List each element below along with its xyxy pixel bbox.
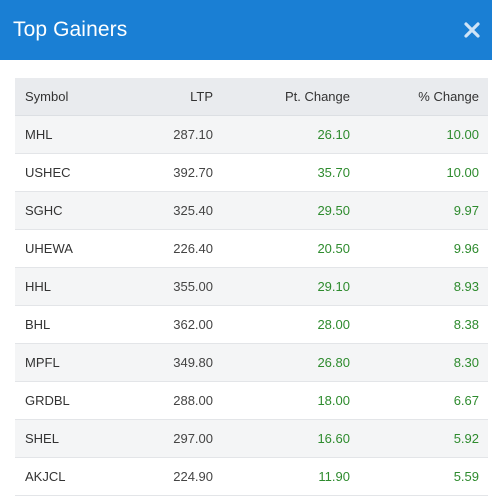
modal-header: Top Gainers (0, 0, 492, 60)
cell-pt-change: 29.10 (317, 278, 350, 294)
cell-ltp: 392.70 (173, 164, 213, 180)
cell-pct-change: 6.67 (453, 392, 479, 408)
cell-pt-change: 20.50 (317, 240, 350, 256)
cell-pt-change: 18.00 (317, 392, 350, 408)
cell-ltp: 362.00 (173, 316, 213, 332)
cell-pt-change: 26.80 (317, 354, 350, 370)
cell-ltp: 355.00 (173, 278, 213, 294)
cell-symbol[interactable]: MPFL (25, 354, 60, 370)
table-row[interactable]: GRDBL 288.00 18.00 6.67 (15, 381, 488, 419)
cell-symbol[interactable]: USHEC (25, 164, 71, 180)
table-row[interactable]: USHEC 392.70 35.70 10.00 (15, 153, 488, 191)
table-row[interactable]: MHL 287.10 26.10 10.00 (15, 115, 488, 153)
table-row[interactable]: UHEWA 226.40 20.50 9.96 (15, 229, 488, 267)
cell-symbol[interactable]: AKJCL (25, 468, 66, 484)
cell-pct-change: 8.30 (453, 354, 479, 370)
cell-pt-change: 26.10 (317, 126, 350, 142)
cell-pt-change: 35.70 (317, 164, 350, 180)
cell-pt-change: 28.00 (317, 316, 350, 332)
cell-pt-change: 11.90 (318, 468, 350, 484)
cell-ltp: 349.80 (173, 354, 213, 370)
cell-ltp: 325.40 (173, 202, 213, 218)
cell-pct-change: 10.00 (446, 164, 479, 180)
cell-pt-change: 29.50 (317, 202, 350, 218)
table-row[interactable]: BHL 362.00 28.00 8.38 (15, 305, 488, 343)
cell-symbol[interactable]: UHEWA (25, 240, 73, 256)
cell-pct-change: 8.38 (453, 316, 479, 332)
cell-pct-change: 9.96 (453, 240, 479, 256)
column-header-ltp[interactable]: LTP (125, 78, 213, 116)
close-icon (464, 22, 480, 38)
table-row[interactable]: HHL 355.00 29.10 8.93 (15, 267, 488, 305)
cell-symbol[interactable]: SGHC (25, 202, 63, 218)
cell-pct-change: 8.93 (453, 278, 479, 294)
gainers-table-container: Symbol LTP Pt. Change % Change MHL 287.1… (15, 78, 488, 496)
cell-pct-change: 5.92 (453, 430, 479, 446)
close-button[interactable] (462, 20, 482, 40)
cell-pct-change: 10.00 (446, 126, 479, 142)
cell-ltp: 224.90 (173, 468, 213, 484)
column-header-pt-change[interactable]: Pt. Change (213, 78, 350, 116)
cell-pct-change: 5.59 (453, 468, 479, 484)
table-row[interactable]: SHEL 297.00 16.60 5.92 (15, 419, 488, 457)
modal-title: Top Gainers (13, 18, 128, 41)
column-header-pct-change[interactable]: % Change (350, 78, 488, 116)
table-header-row: Symbol LTP Pt. Change % Change (15, 78, 488, 116)
cell-symbol[interactable]: HHL (25, 278, 52, 294)
cell-pt-change: 16.60 (317, 430, 350, 446)
cell-symbol[interactable]: BHL (25, 316, 51, 332)
table-row[interactable]: MPFL 349.80 26.80 8.30 (15, 343, 488, 381)
table-row[interactable]: AKJCL 224.90 11.90 5.59 (15, 457, 488, 495)
gainers-table: Symbol LTP Pt. Change % Change MHL 287.1… (15, 78, 488, 496)
cell-symbol[interactable]: GRDBL (25, 392, 70, 408)
cell-ltp: 287.10 (173, 126, 213, 142)
cell-symbol[interactable]: MHL (25, 126, 53, 142)
table-body: MHL 287.10 26.10 10.00 USHEC 392.70 35.7… (15, 115, 488, 495)
cell-symbol[interactable]: SHEL (25, 430, 59, 446)
cell-ltp: 226.40 (173, 240, 213, 256)
table-header: Symbol LTP Pt. Change % Change (15, 78, 488, 116)
table-row[interactable]: SGHC 325.40 29.50 9.97 (15, 191, 488, 229)
cell-ltp: 288.00 (173, 392, 213, 408)
cell-pct-change: 9.97 (453, 202, 479, 218)
column-header-symbol[interactable]: Symbol (15, 78, 125, 116)
cell-ltp: 297.00 (173, 430, 213, 446)
